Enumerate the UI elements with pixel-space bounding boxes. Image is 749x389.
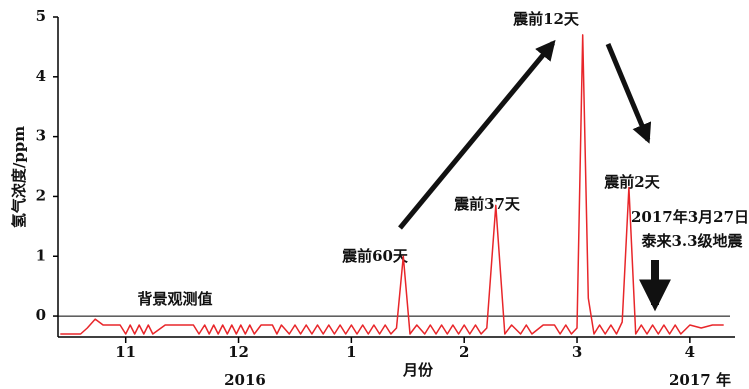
background-label: 背景观测值 bbox=[137, 290, 212, 308]
y-tick-label: 0 bbox=[36, 306, 46, 324]
annotation: 2017年3月27日 bbox=[631, 208, 749, 226]
trend-arrow bbox=[398, 39, 556, 230]
y-tick-label: 2 bbox=[36, 186, 46, 204]
x-tick-label: 4 bbox=[685, 343, 695, 361]
y-tick-label: 5 bbox=[36, 7, 46, 25]
data-line bbox=[60, 34, 724, 335]
x-tick-label: 3 bbox=[572, 343, 582, 361]
x-axis-label: 月份 bbox=[402, 361, 434, 379]
annotation: 泰来3.3级地震 bbox=[640, 232, 743, 250]
x-tick-label: 11 bbox=[115, 343, 136, 361]
x-tick-label: 12 bbox=[228, 343, 249, 361]
annotation: 震前2天 bbox=[604, 173, 660, 191]
y-axis-label: 氢气浓度/ppm bbox=[10, 126, 28, 228]
y-tick-label: 3 bbox=[36, 127, 46, 145]
x-tick-label: 2 bbox=[459, 343, 469, 361]
x-tick-label: 1 bbox=[346, 343, 356, 361]
annotation: 震前60天 bbox=[342, 247, 409, 265]
y-tick-label: 4 bbox=[36, 67, 46, 85]
year-label: 2017 年 bbox=[669, 371, 731, 389]
year-label: 2016 bbox=[224, 371, 266, 389]
trend-arrow bbox=[605, 43, 652, 144]
y-tick-label: 1 bbox=[36, 246, 46, 264]
annotation: 震前37天 bbox=[454, 195, 521, 213]
annotation: 震前12天 bbox=[513, 10, 580, 28]
